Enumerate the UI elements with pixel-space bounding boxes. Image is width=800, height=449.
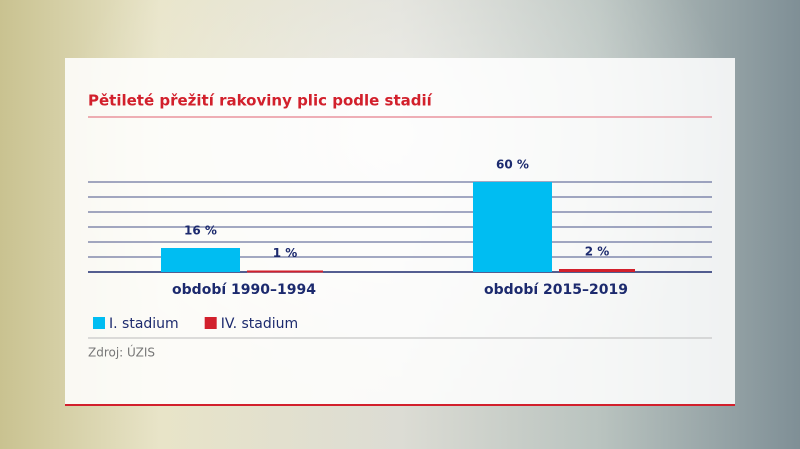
value-label: 16 % bbox=[184, 224, 217, 238]
legend-swatch bbox=[204, 317, 217, 329]
legend-label: IV. stadium bbox=[221, 316, 298, 332]
chart-title: Pětileté přežití rakoviny plic podle sta… bbox=[88, 92, 433, 110]
bar bbox=[247, 270, 323, 273]
source: Zdroj: ÚZIS bbox=[88, 345, 155, 360]
x-tick-label: období 1990–1994 bbox=[172, 282, 316, 298]
bar bbox=[559, 269, 635, 272]
legend-label: I. stadium bbox=[109, 316, 179, 332]
bar bbox=[161, 248, 240, 272]
bar bbox=[473, 182, 552, 272]
panel bbox=[65, 58, 735, 405]
value-label: 60 % bbox=[496, 158, 529, 172]
value-label: 2 % bbox=[585, 245, 610, 259]
value-label: 1 % bbox=[273, 246, 298, 260]
x-tick-label: období 2015–2019 bbox=[484, 282, 628, 298]
legend-swatch bbox=[93, 317, 105, 329]
